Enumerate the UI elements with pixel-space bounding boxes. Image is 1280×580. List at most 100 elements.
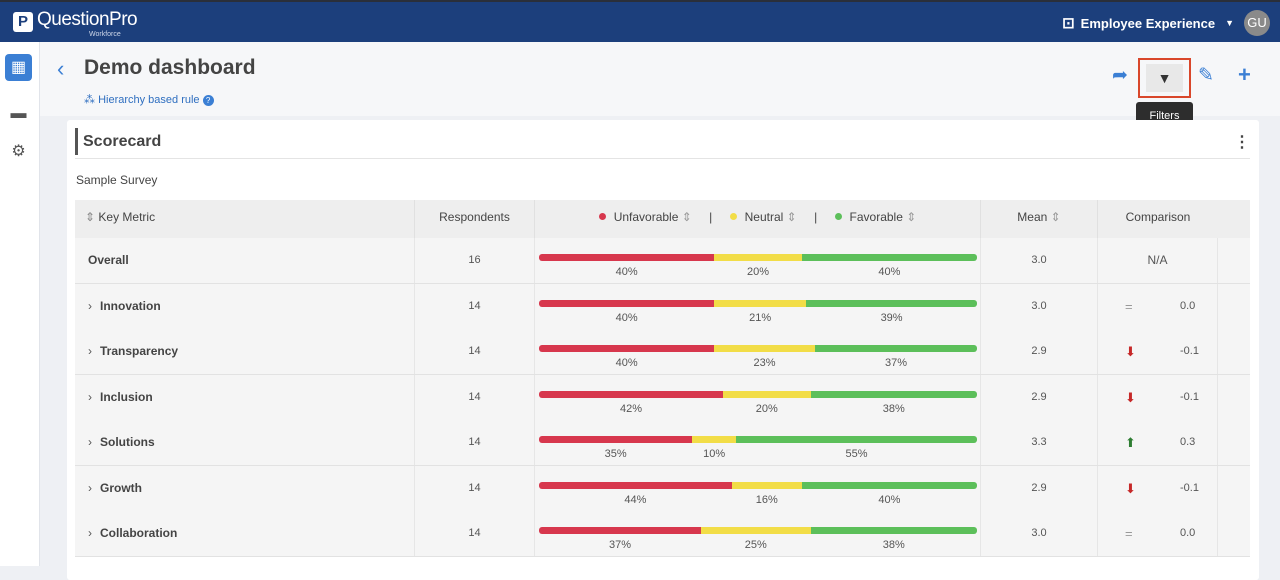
comparison-cell: ⬇ -0.1 [1098,329,1218,374]
distribution-cell: 40% 21% 39% [535,283,981,329]
header-label: Key Metric [98,210,156,224]
help-icon[interactable]: ? [202,95,214,106]
neutral-pct: 23% [753,357,776,369]
comparison-cell: = 0.0 [1098,283,1218,329]
header-key-metric[interactable]: ⇕ Key Metric [75,200,415,238]
header-unfavorable[interactable]: Unfavorable [613,210,679,224]
edit-icon[interactable]: ✎ [1198,65,1214,86]
caret-down-icon[interactable]: ▼ [1225,18,1234,28]
neutral-pct: 21% [749,311,772,324]
mean-value: 3.0 [981,238,1098,283]
metric-name: Collaboration [100,526,178,540]
unfavorable-segment [539,254,715,261]
chevron-right-icon[interactable]: › [88,435,92,449]
favorable-pct: 38% [882,402,905,415]
distribution-bar [539,254,977,261]
respondents-count: 14 [415,283,535,329]
filter-button[interactable]: ▼ [1138,58,1191,98]
more-options-icon[interactable]: ⋮ [1234,134,1250,151]
unfavorable-pct: 44% [624,493,647,506]
unfavorable-pct: 37% [609,539,632,551]
comparison-value: -0.1 [1180,345,1199,357]
header-mean[interactable]: Mean ⇕ [981,200,1098,238]
table-row[interactable]: › Innovation 14 40% 21% 39% 3.0 = 0.0 [75,283,1250,330]
share-icon[interactable]: ➦ [1112,65,1128,86]
neutral-segment [701,527,811,534]
chevron-right-icon[interactable]: › [88,344,92,358]
header-distribution: Unfavorable ⇕ | Neutral ⇕ | Favorable ⇕ [535,200,981,238]
favorable-segment [814,345,977,352]
table-row[interactable]: › Growth 14 44% 16% 40% 2.9 ⬇ -0.1 [75,465,1250,512]
hierarchy-rule-link[interactable]: ⁂ Hierarchy based rule? [84,94,214,107]
distribution-bar [539,527,977,534]
neutral-segment [714,345,815,352]
metric-name: Overall [88,253,129,267]
comparison-value: 0.3 [1180,436,1196,448]
table-row[interactable]: › Collaboration 14 37% 25% 38% 3.0 = 0.0 [75,511,1250,557]
neutral-pct: 10% [703,448,726,460]
comparison-cell: = 0.0 [1098,511,1218,556]
favorable-pct: 39% [880,311,903,324]
favorable-segment [810,527,977,534]
mean-value: 2.9 [981,374,1098,420]
sort-icon[interactable]: ⇕ [1050,210,1061,224]
survey-name: Sample Survey [76,173,158,187]
favorable-pct: 40% [878,266,901,278]
metric-name: Solutions [100,435,155,449]
favorable-pct: 37% [884,357,907,369]
header-favorable[interactable]: Favorable [849,210,903,224]
unfavorable-dot [598,213,606,220]
chevron-right-icon[interactable]: › [88,298,92,313]
dashboard-icon[interactable]: ▦ [5,54,32,81]
page-title: Demo dashboard [84,56,256,79]
header-neutral[interactable]: Neutral [744,210,784,224]
chevron-right-icon[interactable]: › [88,526,92,540]
filter-icon: ▼ [1146,64,1183,92]
avatar[interactable]: GU [1244,10,1270,36]
distribution-cell: 37% 25% 38% [535,511,981,556]
chevron-right-icon[interactable]: › [88,480,92,495]
metric-cell: › Solutions [75,420,415,465]
sort-icon[interactable]: ⇕ [906,210,917,224]
trend-down-icon: ⬇ [1125,480,1136,496]
table-row[interactable]: › Solutions 14 35% 10% 55% 3.3 ⬆ 0.3 [75,420,1250,466]
unfavorable-pct: 40% [615,266,638,278]
sort-icon[interactable]: ⇕ [786,210,797,224]
product-switcher[interactable]: Employee Experience [1080,15,1216,31]
unfavorable-segment [539,527,702,534]
comparison-value: 0.0 [1180,527,1196,539]
table-row[interactable]: › Inclusion 14 42% 20% 38% 2.9 ⬇ -0.1 [75,374,1250,421]
gear-icon[interactable]: ⚙ [11,143,26,160]
respondents-count: 14 [415,465,535,511]
neutral-pct: 20% [746,266,770,278]
metric-cell: › Growth [75,465,415,511]
comparison-cell: N/A [1098,238,1218,283]
logo[interactable]: P QuestionPro Workforce [13,8,138,40]
respondents-count: 16 [415,238,535,283]
favorable-pct: 38% [882,539,905,551]
chevron-right-icon[interactable]: › [88,389,92,404]
add-icon[interactable]: + [1238,62,1251,87]
folder-icon[interactable]: ▬ [10,105,27,122]
neutral-segment [722,390,811,398]
card-title: Scorecard [75,128,161,155]
distribution-bar [539,481,977,489]
metric-cell: › Innovation [75,283,415,329]
respondents-count: 14 [415,374,535,420]
sort-icon[interactable]: ⇕ [681,210,692,224]
unfavorable-pct: 42% [619,402,642,415]
favorable-segment [736,436,977,443]
favorable-pct: 55% [845,448,868,460]
distribution-cell: 40% 23% 37% [535,329,981,374]
distribution-bar [539,299,977,307]
mean-value: 2.9 [981,329,1098,374]
metric-name: Innovation [100,298,161,313]
neutral-pct: 20% [755,402,778,415]
neutral-pct: 25% [744,539,767,551]
table-row[interactable]: › Transparency 14 40% 23% 37% 2.9 ⬇ -0.1 [75,329,1250,375]
unfavorable-segment [539,299,715,307]
back-button[interactable]: ‹ [57,56,65,81]
page-header [40,42,1280,116]
sort-icon[interactable]: ⇕ [85,210,99,224]
metric-cell: › Inclusion [75,374,415,420]
